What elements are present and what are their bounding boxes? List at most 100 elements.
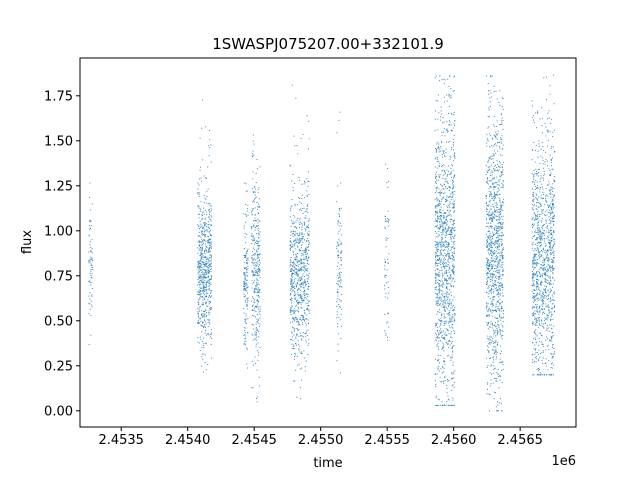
data-point (495, 280, 497, 282)
data-point (246, 297, 248, 299)
data-point (533, 289, 535, 291)
data-point (487, 311, 489, 313)
data-point (442, 223, 444, 225)
data-point (497, 133, 499, 135)
data-point (303, 350, 305, 352)
data-point (501, 142, 503, 144)
data-point (496, 258, 498, 260)
data-point (440, 116, 441, 118)
data-point (304, 313, 306, 315)
data-point (499, 154, 501, 156)
data-point (291, 230, 293, 232)
data-point (434, 214, 436, 216)
data-point (306, 334, 308, 336)
data-point (255, 262, 257, 264)
data-point (200, 269, 202, 271)
data-point (502, 235, 504, 237)
data-point (298, 288, 300, 290)
data-point (198, 178, 200, 180)
data-point (436, 198, 438, 200)
data-point (91, 294, 93, 296)
data-point (206, 266, 208, 268)
data-point (496, 380, 498, 382)
data-point (502, 204, 504, 206)
data-point (495, 351, 497, 353)
data-point (297, 260, 299, 262)
data-point (546, 316, 548, 318)
data-point (487, 303, 489, 305)
data-point (256, 401, 258, 403)
data-point (304, 230, 306, 232)
data-point (491, 323, 493, 325)
data-point (296, 227, 298, 229)
data-point (198, 275, 200, 277)
data-point (307, 288, 309, 290)
data-point (294, 257, 296, 259)
data-point (490, 213, 492, 215)
data-point (543, 267, 545, 269)
data-point (247, 268, 249, 270)
data-point (452, 384, 454, 386)
data-point (198, 277, 200, 279)
data-point (209, 238, 211, 240)
data-point (300, 299, 302, 301)
data-point (502, 109, 504, 111)
data-point (89, 241, 91, 243)
data-point (547, 237, 549, 239)
data-point (337, 250, 339, 252)
data-point (493, 134, 495, 136)
data-point (498, 249, 500, 251)
data-point (544, 249, 546, 251)
data-point (537, 313, 539, 315)
data-point (542, 247, 544, 249)
data-point (491, 260, 493, 262)
data-point (306, 274, 308, 276)
data-point (490, 245, 492, 247)
data-point (443, 301, 445, 303)
data-point (387, 259, 389, 261)
data-point (490, 383, 492, 385)
data-point (336, 360, 338, 362)
data-point (490, 219, 492, 221)
data-point (445, 129, 447, 131)
data-point (301, 228, 303, 230)
data-point (491, 279, 493, 281)
data-point (486, 178, 488, 180)
data-point (486, 243, 488, 245)
data-point (306, 269, 308, 271)
data-point (451, 176, 453, 178)
data-point (537, 368, 539, 370)
data-point (439, 80, 441, 82)
data-point (447, 395, 449, 397)
data-point (451, 191, 453, 193)
data-point (293, 279, 295, 281)
data-point (257, 263, 259, 265)
data-point (537, 230, 539, 232)
data-point (488, 242, 490, 244)
data-point (203, 287, 205, 289)
data-point (210, 278, 212, 280)
data-point (549, 266, 551, 268)
data-point (452, 90, 454, 92)
data-point (491, 214, 493, 216)
data-point (210, 215, 212, 217)
data-point (448, 282, 450, 284)
data-point (488, 262, 490, 264)
data-point (492, 205, 494, 207)
data-point (296, 327, 298, 329)
data-point (252, 339, 254, 341)
data-point (244, 275, 246, 277)
data-point (546, 283, 548, 285)
data-point (486, 246, 488, 248)
data-point (444, 334, 446, 336)
data-point (494, 186, 496, 188)
data-point (498, 245, 500, 247)
data-point (386, 282, 388, 284)
data-point (439, 211, 441, 213)
data-point (452, 258, 454, 260)
data-point (488, 248, 490, 250)
data-point (307, 296, 309, 298)
data-point (308, 305, 310, 307)
data-point (292, 339, 294, 341)
data-point (337, 284, 339, 286)
